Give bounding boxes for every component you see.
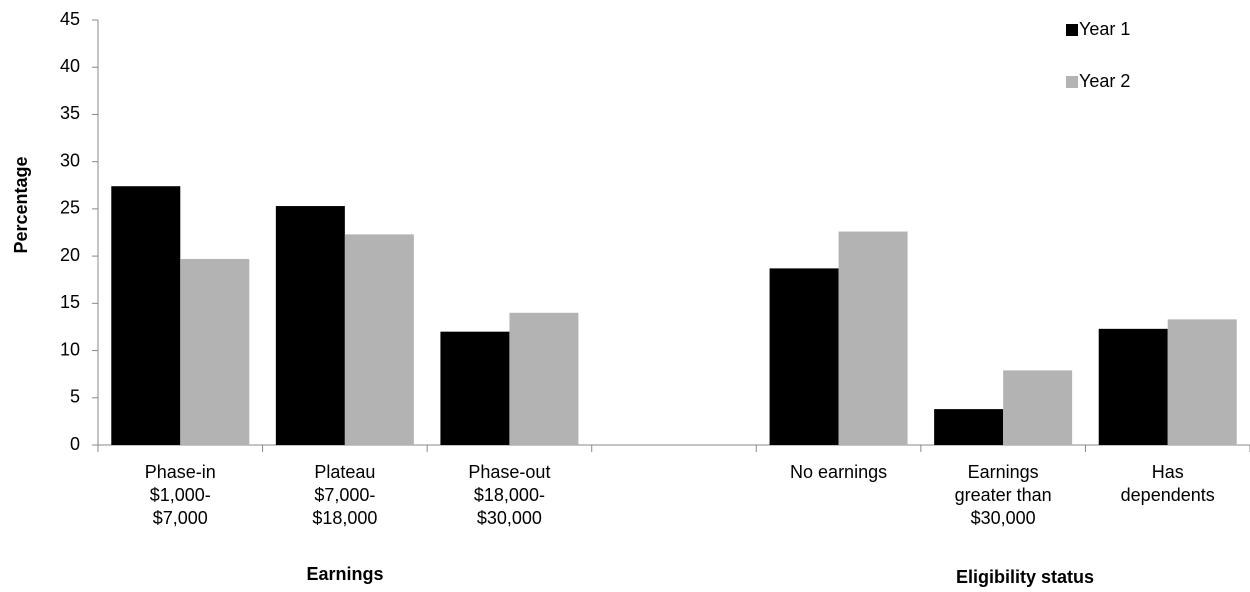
- y-tick-label: 15: [60, 292, 80, 312]
- x-tick-label: No earnings: [790, 462, 887, 482]
- bar: [509, 312, 579, 445]
- bar: [934, 409, 1004, 445]
- bar: [180, 258, 250, 445]
- bar: [1098, 328, 1168, 445]
- x-tick-label: Phase-in $1,000-$7,000: [145, 462, 216, 528]
- bar: [769, 268, 839, 445]
- y-tick-label: 20: [60, 245, 80, 265]
- bar: [838, 231, 908, 445]
- group-label: Earnings: [306, 564, 383, 584]
- legend-label: Year 1: [1079, 19, 1130, 39]
- y-tick-label: 35: [60, 103, 80, 123]
- y-tick-label: 0: [70, 434, 80, 454]
- y-axis-title: Percentage: [11, 156, 31, 253]
- legend-swatch: [1066, 76, 1078, 88]
- bar: [275, 206, 345, 445]
- legend-swatch: [1066, 24, 1078, 36]
- group-label: Eligibility status: [956, 567, 1094, 587]
- x-tick-label: Earnings greater than $30,000: [955, 462, 1052, 528]
- bar: [111, 186, 181, 445]
- x-tick-label: Plateau $7,000-$18,000: [312, 462, 377, 528]
- x-tick-label: Has dependents: [1121, 462, 1215, 505]
- bar: [440, 331, 510, 445]
- y-tick-label: 10: [60, 339, 80, 359]
- y-tick-label: 25: [60, 198, 80, 218]
- y-tick-label: 5: [70, 387, 80, 407]
- y-tick-label: 40: [60, 56, 80, 76]
- bar: [1003, 370, 1073, 445]
- bar: [344, 234, 414, 445]
- y-tick-label: 30: [60, 150, 80, 170]
- bar: [1167, 319, 1237, 445]
- y-tick-label: 45: [60, 9, 80, 29]
- x-tick-label: Phase-out $18,000-$30,000: [468, 462, 550, 528]
- legend-label: Year 2: [1079, 71, 1130, 91]
